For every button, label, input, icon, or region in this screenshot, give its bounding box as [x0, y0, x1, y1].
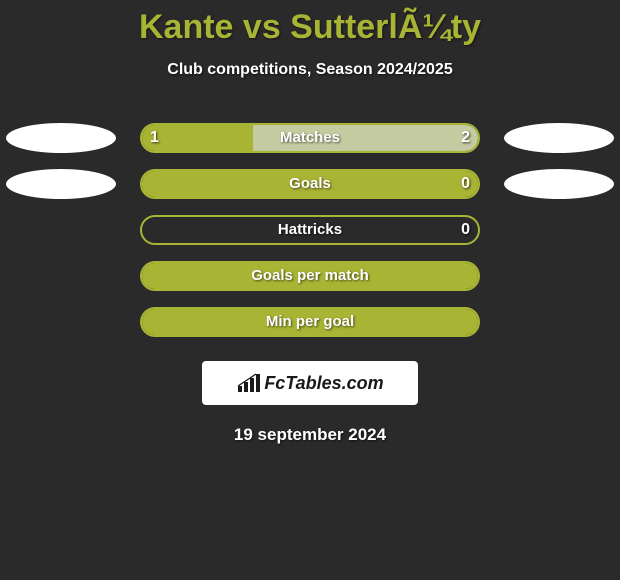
bar-track — [140, 307, 480, 337]
stat-row: Goals per match — [0, 253, 620, 299]
bar-fill-left — [142, 263, 478, 289]
player-left-ellipse — [6, 123, 116, 153]
brand-badge: FcTables.com — [202, 361, 418, 405]
stat-rows-container: Matches12Goals0Hattricks0Goals per match… — [0, 115, 620, 345]
page-subtitle: Club competitions, Season 2024/2025 — [0, 61, 620, 79]
stat-row: Min per goal — [0, 299, 620, 345]
value-right: 0 — [461, 169, 470, 199]
bar-fill-right — [253, 125, 478, 151]
player-right-ellipse — [504, 123, 614, 153]
chart-icon — [236, 372, 262, 394]
date-text: 19 september 2024 — [0, 425, 620, 445]
bar-track — [140, 123, 480, 153]
bar-track — [140, 261, 480, 291]
stat-row: Goals0 — [0, 161, 620, 207]
bar-fill-left — [142, 309, 478, 335]
page-title: Kante vs SutterlÃ¼ty — [0, 0, 620, 47]
value-left: 1 — [150, 123, 159, 153]
stat-row: Hattricks0 — [0, 207, 620, 253]
value-right: 2 — [461, 123, 470, 153]
player-right-ellipse — [504, 169, 614, 199]
bar-track — [140, 169, 480, 199]
player-left-ellipse — [6, 169, 116, 199]
bar-track — [140, 215, 480, 245]
value-right: 0 — [461, 215, 470, 245]
bar-fill-left — [142, 171, 478, 197]
brand-text: FcTables.com — [264, 373, 383, 394]
stat-row: Matches12 — [0, 115, 620, 161]
